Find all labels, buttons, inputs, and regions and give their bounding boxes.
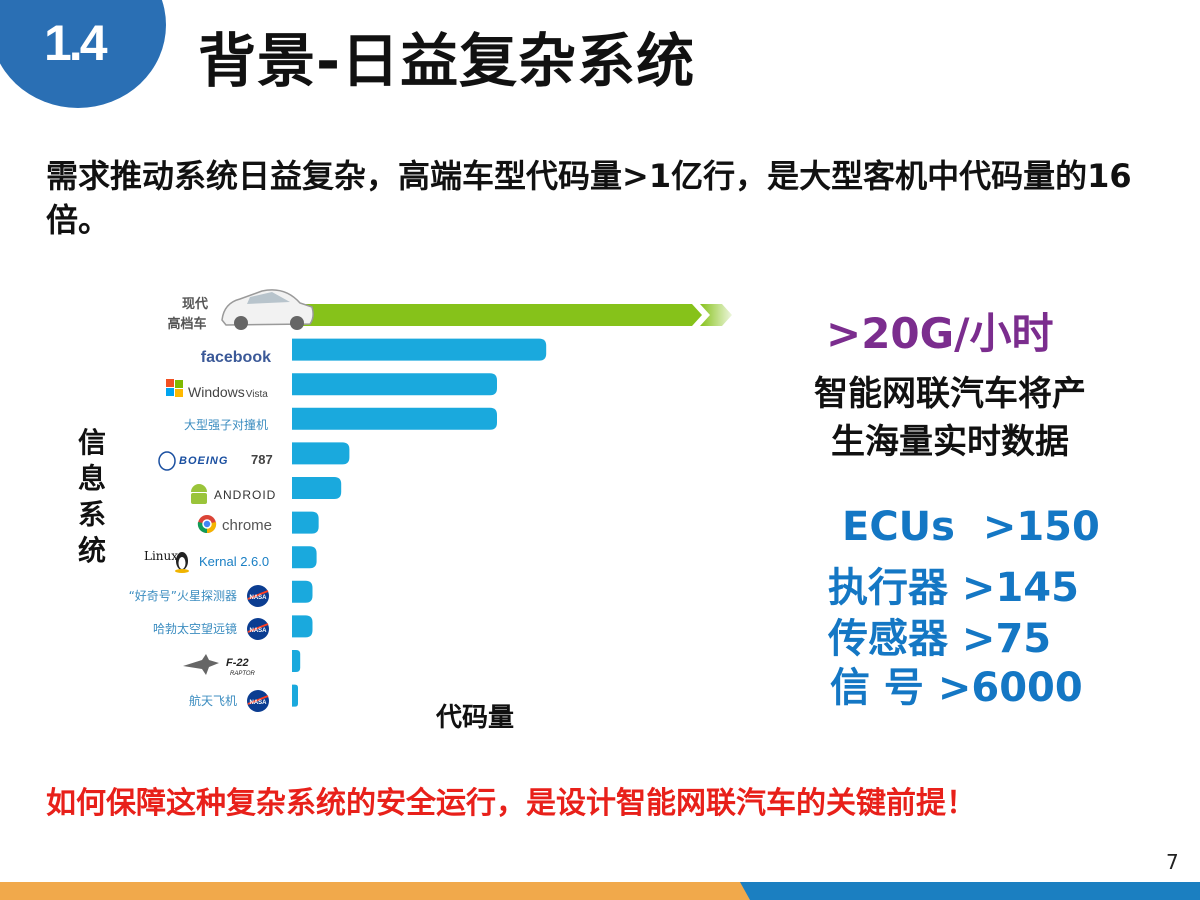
linux-logo: Linux [144, 549, 178, 563]
bar-0-arrow-tail [700, 304, 732, 326]
bar-3 [292, 407, 497, 430]
boeing-icon [158, 451, 176, 471]
stat-sensors: 传感器 >75 [828, 616, 1052, 662]
page-title: 背景-日益复杂系统 [198, 27, 696, 95]
bar-4 [292, 442, 350, 465]
chrome-icon [197, 515, 217, 534]
stat-actuators: 执行器 >145 [828, 565, 1079, 611]
y-axis-label: 信息系统 [77, 426, 106, 567]
footer-band-blue [740, 882, 1200, 900]
nasa-icon: NASA [247, 585, 269, 607]
conclusion-text: 如何保障这种复杂系统的安全运行，是设计智能网联汽车的关键前提！ [46, 786, 976, 821]
svg-text:NASA: NASA [249, 595, 267, 601]
bar-5 [292, 477, 342, 499]
page-number: 7 [1166, 850, 1179, 874]
stat-ecus: ECUs >150 [842, 504, 1100, 550]
chrome-logo: chrome [222, 517, 272, 534]
f22-logo: F-22 [226, 657, 249, 669]
bar-9 [292, 615, 313, 638]
bar-1 [292, 338, 547, 361]
svg-text:NASA: NASA [249, 628, 267, 634]
x-axis-label: 代码量 [436, 703, 515, 733]
bar-7 [292, 546, 317, 569]
bar-0 [292, 304, 702, 326]
windows-vista-logo: WindowsVista [188, 384, 268, 400]
bar-10 [292, 650, 301, 672]
f22-icon [183, 654, 219, 675]
raptor-logo: RAPTOR [230, 671, 256, 677]
data-generation-line1: 智能网联汽车将产 [814, 374, 1086, 414]
data-generation-line2: 生海量实时数据 [831, 422, 1069, 462]
facebook-logo: facebook [201, 349, 271, 366]
boeing-model: 787 [251, 452, 273, 467]
android-logo: ANDROID [214, 488, 276, 502]
boeing-logo: BOEING [179, 455, 228, 467]
svg-text:NASA: NASA [249, 700, 267, 706]
windows-icon [166, 379, 183, 397]
data-rate-value: >20G/小时 [826, 309, 1054, 358]
nasa-icon: NASA [247, 618, 269, 640]
section-number: 1.4 [44, 15, 107, 71]
kernel-label: Kernal 2.6.0 [199, 554, 269, 569]
curiosity-label: “好奇号”火星探测器 [129, 589, 237, 603]
stat-signals: 信 号 >6000 [830, 665, 1083, 711]
bar-2 [292, 373, 497, 396]
intro-text: 需求推动系统日益复杂，高端车型代码量>1亿行，是大型客机中代码量的16倍。 [46, 157, 1132, 239]
collider-label: 大型强子对撞机 [184, 417, 268, 432]
data-generation-text: 智能网联汽车将产 生海量实时数据 [780, 370, 1120, 466]
footer-band-orange [0, 882, 750, 900]
car-label-line1: 现代 [182, 296, 208, 312]
shuttle-label: 航天飞机 [189, 693, 237, 708]
bar-8 [292, 580, 313, 603]
hubble-label: 哈勃太空望远镜 [153, 621, 237, 636]
android-icon [191, 484, 207, 504]
bar-6 [292, 511, 319, 534]
tux-icon [175, 552, 189, 573]
car-label-line2: 高档车 [167, 316, 206, 332]
bar-11 [292, 684, 298, 707]
nasa-icon: NASA [247, 690, 269, 712]
car-icon [221, 289, 314, 330]
